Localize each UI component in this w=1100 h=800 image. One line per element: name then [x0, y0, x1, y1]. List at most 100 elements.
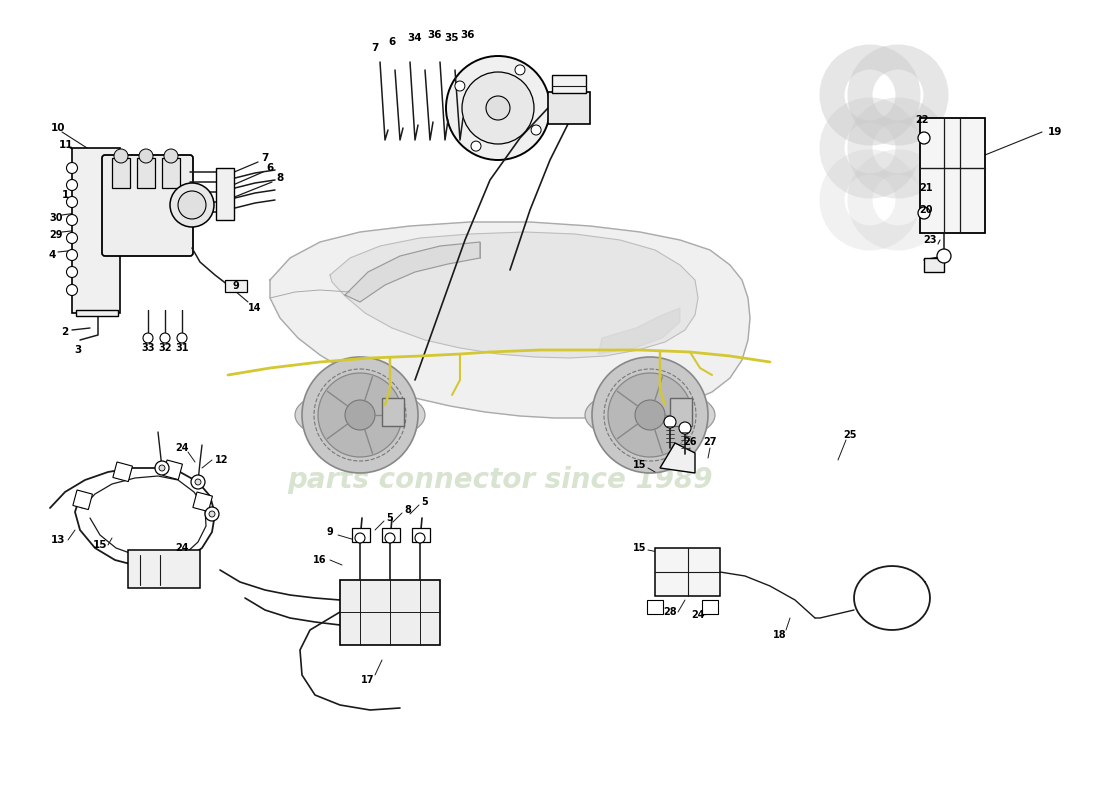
Ellipse shape — [295, 387, 425, 442]
Circle shape — [515, 65, 525, 75]
Text: 24: 24 — [175, 443, 189, 453]
Bar — [162, 158, 180, 188]
Circle shape — [918, 207, 930, 219]
Text: 11: 11 — [58, 140, 74, 150]
Text: 10: 10 — [51, 123, 65, 133]
Bar — [382, 528, 400, 542]
Bar — [548, 92, 590, 124]
Text: 24: 24 — [175, 543, 189, 553]
Text: 29: 29 — [50, 230, 63, 240]
Bar — [552, 75, 586, 93]
Bar — [192, 492, 212, 511]
Text: 23: 23 — [923, 235, 937, 245]
Circle shape — [209, 511, 214, 517]
Circle shape — [66, 250, 77, 261]
Polygon shape — [660, 443, 695, 473]
Text: parts connector since 1989: parts connector since 1989 — [287, 466, 713, 494]
Text: 4: 4 — [48, 250, 56, 260]
Text: 6: 6 — [266, 163, 274, 173]
Text: 3: 3 — [75, 345, 81, 355]
Circle shape — [164, 149, 178, 163]
Circle shape — [66, 214, 77, 226]
Bar — [670, 398, 692, 426]
Bar — [382, 398, 404, 426]
Text: 18: 18 — [773, 630, 786, 640]
Bar — [647, 600, 663, 614]
Text: 33: 33 — [141, 343, 155, 353]
Text: 17: 17 — [361, 675, 375, 685]
Ellipse shape — [585, 387, 715, 442]
Bar — [920, 118, 984, 233]
Bar — [128, 550, 200, 588]
Text: 16: 16 — [314, 555, 327, 565]
Bar — [216, 168, 234, 220]
Text: 12: 12 — [216, 455, 229, 465]
Circle shape — [66, 266, 77, 278]
Bar — [340, 580, 440, 645]
Circle shape — [66, 233, 77, 243]
Text: 15: 15 — [92, 540, 108, 550]
Circle shape — [66, 162, 77, 174]
Text: 27: 27 — [703, 437, 717, 447]
Circle shape — [531, 125, 541, 135]
Circle shape — [635, 400, 666, 430]
Circle shape — [455, 81, 465, 91]
Bar — [72, 148, 120, 313]
Circle shape — [918, 132, 930, 144]
Circle shape — [177, 333, 187, 343]
Circle shape — [679, 422, 691, 434]
Text: 13: 13 — [51, 535, 65, 545]
Text: 25: 25 — [844, 430, 857, 440]
Circle shape — [302, 357, 418, 473]
Text: 32: 32 — [158, 343, 172, 353]
Text: 31: 31 — [175, 343, 189, 353]
Bar — [702, 600, 718, 614]
Circle shape — [446, 56, 550, 160]
Text: 36: 36 — [428, 30, 442, 40]
Bar — [138, 158, 155, 188]
Bar — [412, 528, 430, 542]
Text: 7: 7 — [372, 43, 378, 53]
Circle shape — [486, 96, 510, 120]
Circle shape — [178, 191, 206, 219]
Bar — [654, 548, 720, 596]
Circle shape — [608, 373, 692, 457]
Text: 26: 26 — [683, 437, 696, 447]
Text: 15: 15 — [634, 543, 647, 553]
Circle shape — [170, 183, 214, 227]
Text: 6: 6 — [388, 37, 396, 47]
Circle shape — [415, 533, 425, 543]
Text: 15: 15 — [634, 460, 647, 470]
Bar — [113, 462, 132, 482]
Text: 1: 1 — [62, 190, 68, 200]
Bar — [163, 460, 183, 479]
Text: 7: 7 — [262, 153, 268, 163]
Text: 9: 9 — [232, 281, 240, 291]
Text: 2: 2 — [62, 327, 68, 337]
Text: 5: 5 — [421, 497, 428, 507]
Circle shape — [160, 465, 165, 471]
Bar — [73, 490, 92, 510]
Bar — [352, 528, 370, 542]
Circle shape — [66, 285, 77, 295]
Bar — [76, 310, 118, 316]
Circle shape — [66, 179, 77, 190]
Text: 21: 21 — [920, 183, 933, 193]
Polygon shape — [270, 222, 750, 418]
Circle shape — [195, 479, 201, 485]
Polygon shape — [330, 232, 698, 358]
Polygon shape — [345, 242, 480, 302]
Circle shape — [355, 533, 365, 543]
Circle shape — [937, 249, 952, 263]
Circle shape — [205, 507, 219, 521]
Text: 8: 8 — [405, 505, 411, 515]
Text: 9: 9 — [327, 527, 333, 537]
Bar — [924, 258, 944, 272]
Circle shape — [471, 141, 481, 151]
Text: 24: 24 — [691, 610, 705, 620]
Circle shape — [385, 533, 395, 543]
Text: 35: 35 — [444, 33, 460, 43]
Circle shape — [345, 400, 375, 430]
Text: 30: 30 — [50, 213, 63, 223]
Text: 8: 8 — [276, 173, 284, 183]
